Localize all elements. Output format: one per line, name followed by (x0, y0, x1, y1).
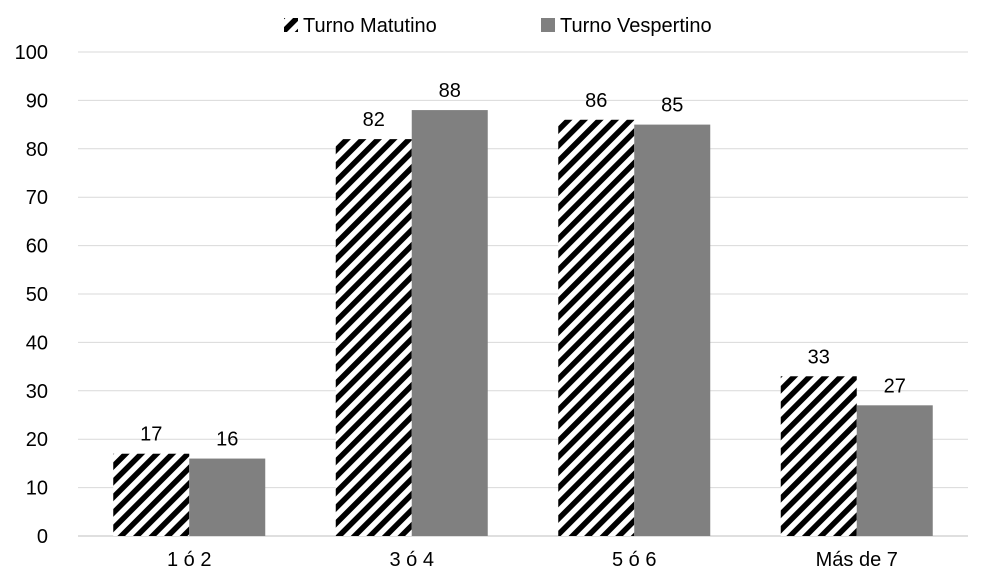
y-tick-label: 40 (26, 332, 48, 354)
x-category-label: 1 ó 2 (167, 549, 211, 571)
x-category-label: 3 ó 4 (390, 549, 434, 571)
y-tick-label: 20 (26, 429, 48, 451)
data-label: 17 (140, 424, 162, 446)
bar-matutino (780, 376, 857, 536)
y-tick-label: 90 (26, 90, 48, 112)
y-tick-label: 30 (26, 381, 48, 403)
bar-vespertino (634, 124, 711, 536)
y-tick-label: 100 (15, 42, 48, 64)
y-axis-ticks: 0 10 20 30 40 50 60 70 80 90 100 (15, 42, 48, 548)
legend-swatch-matutino (284, 18, 298, 32)
x-category-label: 5 ó 6 (612, 549, 656, 571)
legend-label-vespertino: Turno Vespertino (560, 15, 712, 37)
bar-matutino (558, 119, 635, 536)
bar-vespertino (189, 458, 266, 536)
bar-matutino (113, 453, 190, 536)
y-tick-label: 70 (26, 187, 48, 209)
y-tick-label: 60 (26, 236, 48, 258)
bar-vespertino (411, 110, 488, 536)
data-label: 88 (439, 80, 461, 102)
y-tick-label: 10 (26, 478, 48, 500)
legend-label-matutino: Turno Matutino (303, 15, 437, 37)
data-label: 86 (585, 90, 607, 112)
bar-matutino (335, 139, 412, 536)
data-labels: 17 16 82 88 86 85 33 27 (140, 80, 906, 450)
legend: Turno Matutino Turno Vespertino (284, 15, 712, 37)
y-tick-label: 80 (26, 139, 48, 161)
y-tick-label: 50 (26, 284, 48, 306)
data-label: 82 (363, 109, 385, 131)
data-label: 16 (216, 429, 238, 451)
data-label: 27 (884, 375, 906, 397)
legend-swatch-vespertino (541, 18, 555, 32)
x-category-label: Más de 7 (816, 549, 898, 571)
bars (113, 110, 933, 536)
data-label: 33 (808, 346, 830, 368)
bar-vespertino (856, 405, 933, 536)
x-axis-categories: 1 ó 2 3 ó 4 5 ó 6 Más de 7 (167, 549, 898, 571)
y-tick-label: 0 (37, 526, 48, 548)
data-label: 85 (661, 95, 683, 117)
